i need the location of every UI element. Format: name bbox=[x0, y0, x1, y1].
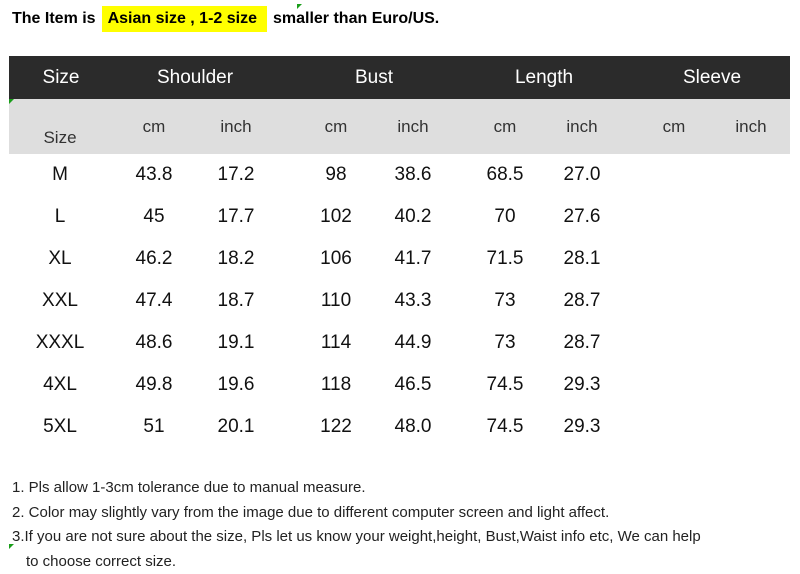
cell-bust-inch: 48.0 bbox=[395, 416, 432, 438]
cell-length-cm: 70 bbox=[494, 206, 515, 228]
cell-length-cm: 74.5 bbox=[487, 416, 524, 438]
cell-bust-cm: 118 bbox=[321, 374, 351, 396]
cell-length-cm: 68.5 bbox=[487, 164, 524, 186]
cell-length-inch: 27.6 bbox=[564, 206, 601, 228]
note-item: 2. Color may slightly vary from the imag… bbox=[12, 501, 701, 526]
note-item: to choose correct size. bbox=[12, 550, 701, 574]
corner-marker-icon bbox=[9, 99, 14, 104]
cell-shoulder-inch: 17.2 bbox=[218, 164, 255, 186]
cell-shoulder-cm: 46.2 bbox=[136, 248, 173, 270]
size-note-title: The Item is Asian size , 1-2 size smalle… bbox=[12, 6, 439, 32]
title-suffix: smaller than Euro/US. bbox=[273, 10, 439, 28]
unit-bust-cm: cm bbox=[325, 117, 348, 137]
unit-shoulder-cm: cm bbox=[143, 117, 166, 137]
title-prefix: The Item is bbox=[12, 10, 96, 28]
cell-bust-inch: 46.5 bbox=[395, 374, 432, 396]
table-row: 5XL 51 20.1 122 48.0 74.5 29.3 bbox=[0, 414, 800, 444]
cell-bust-inch: 40.2 bbox=[395, 206, 432, 228]
cell-bust-cm: 98 bbox=[325, 164, 346, 186]
cell-bust-cm: 110 bbox=[321, 290, 351, 312]
unit-length-cm: cm bbox=[494, 117, 517, 137]
cell-size: 4XL bbox=[43, 374, 77, 396]
cell-length-cm: 71.5 bbox=[487, 248, 524, 270]
cell-length-inch: 29.3 bbox=[564, 374, 601, 396]
header-bust: Bust bbox=[355, 67, 393, 89]
header-shoulder: Shoulder bbox=[157, 67, 233, 89]
unit-sleeve-cm: cm bbox=[663, 117, 686, 137]
cell-shoulder-inch: 18.7 bbox=[218, 290, 255, 312]
table-row: XXXL 48.6 19.1 114 44.9 73 28.7 bbox=[0, 330, 800, 360]
unit-shoulder-inch: inch bbox=[220, 117, 251, 137]
cell-shoulder-cm: 43.8 bbox=[136, 164, 173, 186]
cell-bust-inch: 41.7 bbox=[395, 248, 432, 270]
cell-shoulder-inch: 18.2 bbox=[218, 248, 255, 270]
cell-shoulder-inch: 19.6 bbox=[218, 374, 255, 396]
table-row: XXL 47.4 18.7 110 43.3 73 28.7 bbox=[0, 288, 800, 318]
table-header-row bbox=[9, 56, 790, 99]
note-item: 1. Pls allow 1-3cm tolerance due to manu… bbox=[12, 476, 701, 501]
cell-shoulder-cm: 48.6 bbox=[136, 332, 173, 354]
cell-bust-cm: 102 bbox=[320, 206, 352, 228]
cell-shoulder-cm: 49.8 bbox=[136, 374, 173, 396]
notes: 1. Pls allow 1-3cm tolerance due to manu… bbox=[12, 476, 701, 574]
cell-length-inch: 28.1 bbox=[564, 248, 601, 270]
table-row: M 43.8 17.2 98 38.6 68.5 27.0 bbox=[0, 162, 800, 192]
unit-bust-inch: inch bbox=[397, 117, 428, 137]
cell-length-cm: 74.5 bbox=[487, 374, 524, 396]
cell-length-cm: 73 bbox=[494, 332, 515, 354]
unit-size-label: Size bbox=[43, 128, 76, 148]
cell-length-inch: 28.7 bbox=[564, 332, 601, 354]
cell-size: L bbox=[55, 206, 66, 228]
cell-shoulder-cm: 47.4 bbox=[136, 290, 173, 312]
cell-size: 5XL bbox=[43, 416, 77, 438]
cell-size: XXXL bbox=[36, 332, 85, 354]
cell-shoulder-cm: 51 bbox=[143, 416, 164, 438]
cell-shoulder-inch: 19.1 bbox=[218, 332, 255, 354]
cell-bust-cm: 114 bbox=[321, 332, 351, 354]
table-row: 4XL 49.8 19.6 118 46.5 74.5 29.3 bbox=[0, 372, 800, 402]
cell-size: XL bbox=[48, 248, 71, 270]
cell-bust-inch: 43.3 bbox=[395, 290, 432, 312]
header-length: Length bbox=[515, 67, 573, 89]
unit-sleeve-inch: inch bbox=[735, 117, 766, 137]
cell-shoulder-inch: 20.1 bbox=[218, 416, 255, 438]
cell-length-inch: 29.3 bbox=[564, 416, 601, 438]
cell-bust-inch: 38.6 bbox=[395, 164, 432, 186]
header-sleeve: Sleeve bbox=[683, 67, 741, 89]
table-row: XL 46.2 18.2 106 41.7 71.5 28.1 bbox=[0, 246, 800, 276]
note-item: 3.If you are not sure about the size, Pl… bbox=[12, 525, 701, 550]
cell-shoulder-inch: 17.7 bbox=[218, 206, 255, 228]
corner-marker-icon bbox=[297, 4, 302, 9]
cell-bust-inch: 44.9 bbox=[395, 332, 432, 354]
cell-size: XXL bbox=[42, 290, 78, 312]
cell-bust-cm: 122 bbox=[320, 416, 352, 438]
header-size: Size bbox=[43, 67, 80, 89]
cell-shoulder-cm: 45 bbox=[143, 206, 164, 228]
cell-length-inch: 28.7 bbox=[564, 290, 601, 312]
cell-length-cm: 73 bbox=[494, 290, 515, 312]
table-row: L 45 17.7 102 40.2 70 27.6 bbox=[0, 204, 800, 234]
title-highlight: Asian size , 1-2 size bbox=[102, 6, 267, 32]
cell-length-inch: 27.0 bbox=[564, 164, 601, 186]
cell-size: M bbox=[52, 164, 68, 186]
cell-bust-cm: 106 bbox=[320, 248, 352, 270]
unit-length-inch: inch bbox=[566, 117, 597, 137]
